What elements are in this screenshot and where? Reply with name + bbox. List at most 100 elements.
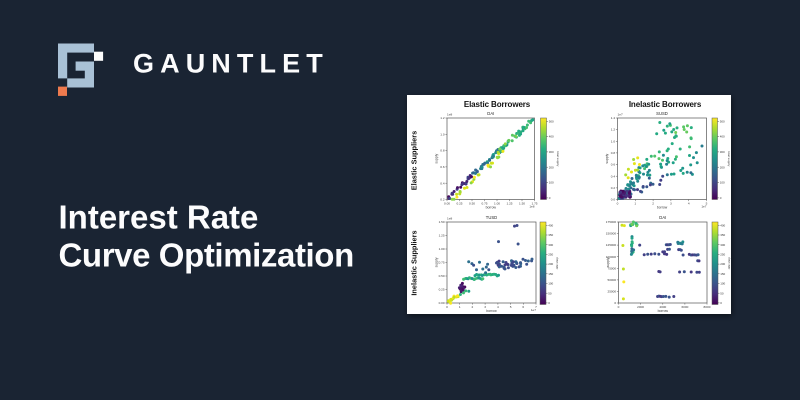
svg-text:250: 250: [720, 253, 725, 257]
svg-text:1.50: 1.50: [439, 220, 445, 224]
svg-text:0.25: 0.25: [456, 201, 462, 205]
svg-text:1.25: 1.25: [439, 234, 445, 238]
svg-text:4: 4: [688, 201, 690, 205]
svg-text:0.50: 0.50: [469, 201, 475, 205]
svg-text:4: 4: [497, 305, 499, 309]
svg-text:0: 0: [720, 301, 722, 305]
svg-text:2: 2: [652, 201, 654, 205]
svg-text:0: 0: [720, 196, 722, 200]
svg-text:300: 300: [549, 150, 554, 154]
svg-text:1.2: 1.2: [440, 116, 445, 120]
svg-text:200: 200: [548, 262, 553, 266]
svg-text:SUSD: SUSD: [656, 111, 668, 116]
svg-text:borrow: borrow: [486, 206, 497, 210]
svg-text:1e7: 1e7: [531, 308, 536, 312]
svg-text:Elastic Suppliers: Elastic Suppliers: [410, 131, 419, 191]
svg-text:days ago: days ago: [556, 257, 560, 270]
svg-text:1.00: 1.00: [494, 201, 500, 205]
svg-text:1e7: 1e7: [701, 205, 706, 209]
svg-text:300: 300: [720, 150, 725, 154]
svg-text:3: 3: [484, 305, 486, 309]
svg-text:8000: 8000: [704, 305, 711, 309]
svg-text:200: 200: [720, 165, 725, 169]
svg-text:0: 0: [614, 301, 616, 305]
svg-text:75000: 75000: [607, 266, 616, 270]
svg-text:0: 0: [446, 305, 448, 309]
svg-text:1.0: 1.0: [440, 132, 445, 136]
svg-text:total supply: total supply: [556, 151, 560, 167]
svg-text:Inelastic Borrowers: Inelastic Borrowers: [629, 100, 702, 109]
svg-text:borrow: borrow: [657, 206, 668, 210]
svg-text:1.25: 1.25: [506, 201, 512, 205]
svg-text:100000: 100000: [606, 255, 617, 259]
svg-text:400: 400: [720, 135, 725, 139]
svg-text:0.00: 0.00: [444, 201, 450, 205]
svg-text:0.8: 0.8: [611, 151, 616, 155]
svg-text:150000: 150000: [606, 232, 617, 236]
svg-text:1: 1: [459, 305, 461, 309]
svg-text:5: 5: [706, 201, 708, 205]
svg-text:50: 50: [720, 291, 724, 295]
svg-text:1.4: 1.4: [611, 116, 616, 120]
svg-text:supply: supply: [435, 154, 439, 164]
svg-text:0.50: 0.50: [439, 274, 445, 278]
svg-text:1.0: 1.0: [611, 139, 616, 143]
svg-text:50000: 50000: [607, 278, 616, 282]
svg-text:500: 500: [549, 119, 554, 123]
svg-text:total supply: total supply: [727, 151, 731, 167]
svg-text:1e8: 1e8: [529, 205, 534, 209]
svg-text:100: 100: [548, 282, 553, 286]
svg-text:0.00: 0.00: [439, 301, 445, 305]
svg-text:0: 0: [618, 305, 620, 309]
svg-text:supply: supply: [606, 257, 610, 267]
svg-text:GAUNTLET: GAUNTLET: [133, 48, 329, 78]
svg-text:Elastic Borrowers: Elastic Borrowers: [464, 100, 531, 109]
svg-text:5: 5: [510, 305, 512, 309]
svg-text:300: 300: [720, 243, 725, 247]
svg-text:0.2: 0.2: [611, 186, 616, 190]
svg-text:200: 200: [720, 262, 725, 266]
svg-text:borrow: borrow: [658, 309, 669, 313]
svg-text:DAI: DAI: [659, 215, 666, 220]
svg-text:6: 6: [522, 305, 524, 309]
svg-text:days ago: days ago: [728, 257, 732, 270]
svg-text:TUSD: TUSD: [486, 215, 497, 220]
svg-text:400: 400: [548, 223, 553, 227]
svg-text:100: 100: [720, 181, 725, 185]
svg-text:6000: 6000: [681, 305, 688, 309]
svg-text:0: 0: [549, 196, 551, 200]
svg-text:1e8: 1e8: [447, 216, 452, 220]
svg-text:Interest Rate: Interest Rate: [59, 199, 259, 236]
svg-text:350: 350: [720, 233, 725, 237]
svg-text:250: 250: [548, 253, 553, 257]
svg-text:0.8: 0.8: [440, 149, 445, 153]
svg-text:25000: 25000: [607, 290, 616, 294]
svg-text:supply: supply: [605, 154, 609, 164]
svg-text:supply: supply: [435, 257, 439, 267]
svg-text:0.75: 0.75: [439, 261, 445, 265]
svg-text:1e8: 1e8: [447, 112, 452, 116]
svg-text:1.50: 1.50: [519, 201, 525, 205]
svg-text:0.0: 0.0: [611, 198, 616, 202]
svg-text:1: 1: [634, 201, 636, 205]
svg-text:borrow: borrow: [486, 309, 497, 313]
svg-text:1.00: 1.00: [439, 247, 445, 251]
svg-text:Inelastic Suppliers: Inelastic Suppliers: [410, 230, 419, 295]
svg-text:2: 2: [472, 305, 474, 309]
svg-text:0: 0: [617, 201, 619, 205]
svg-text:125000: 125000: [606, 243, 617, 247]
svg-text:1e7: 1e7: [618, 112, 623, 116]
svg-text:175000: 175000: [606, 220, 617, 224]
svg-text:1.75: 1.75: [531, 201, 537, 205]
svg-text:150: 150: [548, 272, 553, 276]
svg-text:7: 7: [535, 305, 537, 309]
svg-text:1.2: 1.2: [611, 128, 616, 132]
svg-text:100: 100: [549, 181, 554, 185]
svg-text:50: 50: [548, 291, 552, 295]
svg-text:200: 200: [549, 165, 554, 169]
svg-text:0.4: 0.4: [611, 174, 616, 178]
svg-text:Curve Optimization: Curve Optimization: [59, 237, 354, 274]
svg-text:150: 150: [720, 272, 725, 276]
svg-text:0.2: 0.2: [440, 198, 445, 202]
svg-text:400: 400: [549, 135, 554, 139]
